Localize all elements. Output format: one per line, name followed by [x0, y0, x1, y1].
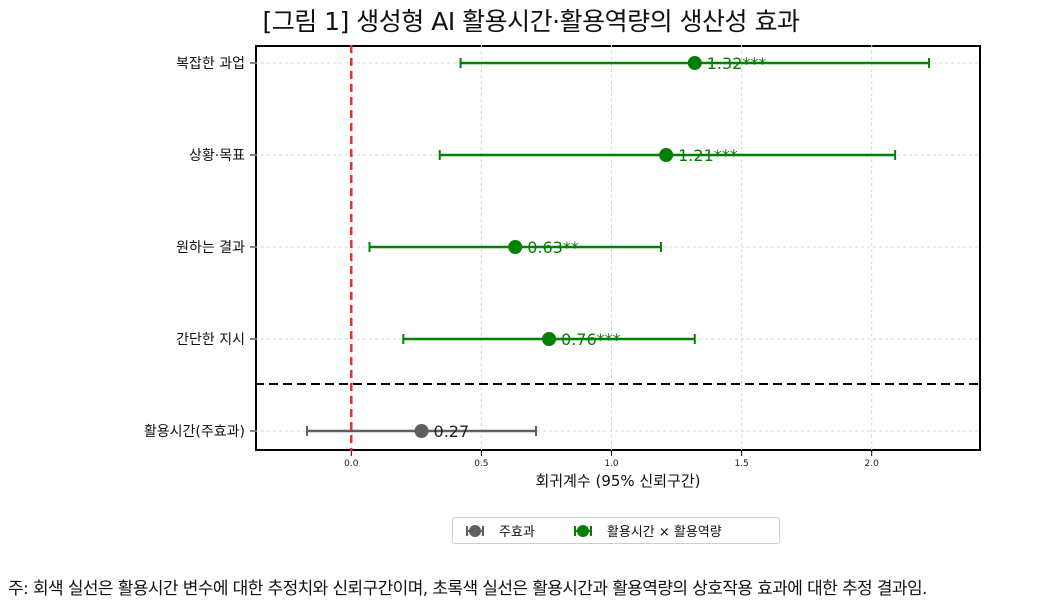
estimate-label: 0.27 [434, 422, 470, 441]
legend-label-main: 주효과 [499, 525, 535, 540]
page-title: [그림 1] 생성형 AI 활용시간·활용역량의 생산성 효과 [262, 7, 800, 36]
legend-marker-interaction [573, 524, 592, 537]
y-tick-label: 활용시간(주효과) [144, 424, 245, 440]
legend-item-interaction: 활용시간 × 활용역량 [573, 521, 722, 540]
point-estimate [687, 56, 702, 70]
y-tick-label: 복잡한 과업 [176, 56, 245, 72]
x-tick-label: 1.0 [604, 459, 619, 469]
estimate-label: 0.63** [527, 238, 579, 257]
plot-frame [255, 45, 981, 451]
estimate-label: 0.76*** [561, 330, 621, 349]
x-tick-label: 0.5 [474, 459, 488, 469]
legend-label-interaction: 활용시간 × 활용역량 [606, 525, 722, 540]
legend: 주효과 활용시간 × 활용역량 [452, 517, 780, 544]
x-tick-label: 2.0 [865, 459, 880, 469]
y-tick-label: 간단한 지시 [176, 332, 245, 348]
x-tick-label: 0.0 [344, 459, 359, 469]
estimate-label: 1.21*** [678, 146, 738, 165]
point-estimate [414, 424, 429, 438]
legend-marker-main [466, 524, 484, 537]
x-axis-label: 회귀계수 (95% 신뢰구간) [535, 472, 701, 490]
y-tick-label: 상황·목표 [189, 148, 245, 164]
legend-item-main: 주효과 [465, 521, 535, 540]
footnote: 주: 회색 실선은 활용시간 변수에 대한 추정치와 신뢰구간이며, 초록색 실… [8, 579, 927, 599]
x-tick-label: 1.5 [734, 459, 748, 469]
point-estimate [542, 332, 557, 346]
point-estimate [659, 148, 674, 162]
y-tick-label: 원하는 결과 [176, 240, 245, 256]
estimate-label: 1.32*** [707, 54, 767, 73]
point-estimate [508, 240, 523, 254]
